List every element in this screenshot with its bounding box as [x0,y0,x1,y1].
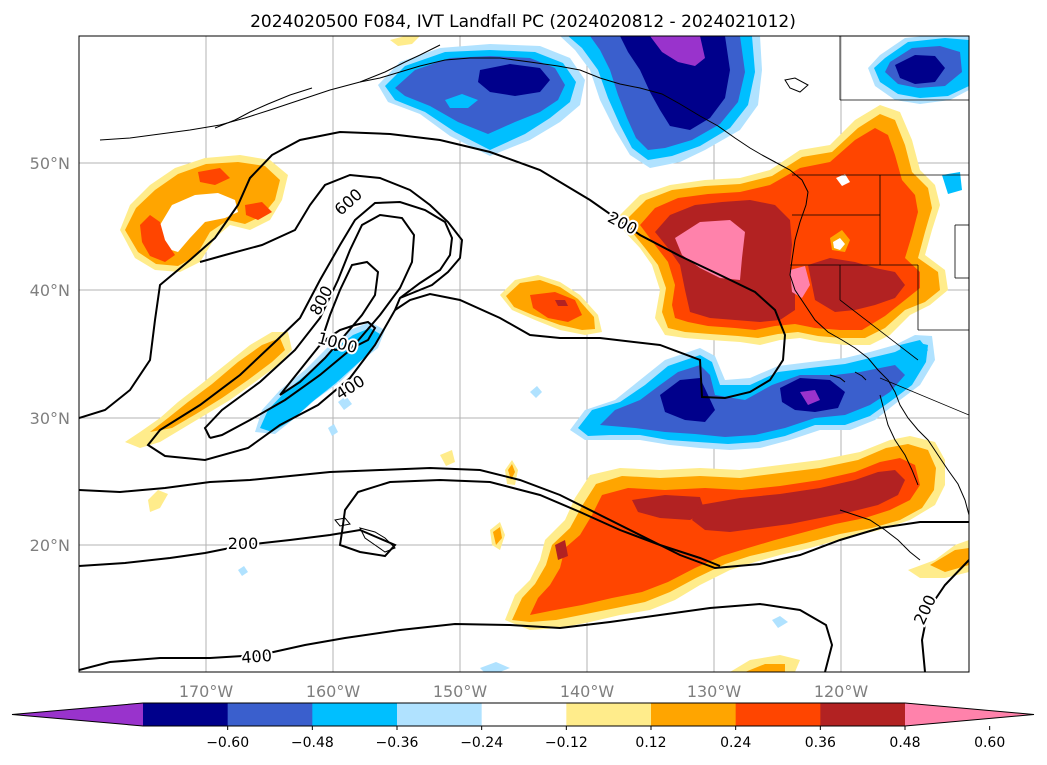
colorbar-segment [397,703,483,726]
positive-pc-regions [120,36,969,672]
longitude-labels: 170°W 160°W 150°W 140°W 130°W 120°W [179,682,869,701]
colorbar-extend-high [905,703,1034,726]
colorbar-segment [735,703,821,726]
ivt-contours [79,130,969,672]
lon-tick-label: 150°W [433,682,488,701]
map-frame [78,35,970,673]
colorbar-tick-label: −0.48 [291,735,334,751]
colorbar: −0.60 −0.48 −0.36 −0.24 −0.12 0.12 0.24 0.36 0.4… [11,702,1035,751]
colorbar-segment [820,703,906,726]
contour-label-200-south: 200 [228,534,259,553]
negative-pc-regions [238,36,969,672]
lat-tick-label: 30°N [30,409,70,428]
lon-tick-label: 170°W [179,682,234,701]
colorbar-segment [312,703,398,726]
contour-400-south [79,602,834,672]
boundaries [790,36,969,416]
colorbar-tick-label: 0.60 [974,735,1005,751]
colorbar-tick-label: 0.36 [805,735,836,751]
colorbar-tick-label: 0.24 [720,735,751,751]
colorbar-tick-label: −0.60 [206,735,249,751]
contour-1000 [323,320,377,352]
map-content: 600 200 800 1000 400 200 400 200 [79,36,969,672]
contour-600 [203,213,416,439]
colorbar-segment [651,703,737,726]
contour-200-east [920,559,969,672]
contour-800 [279,260,380,396]
colorbar-tick-label: −0.36 [376,735,419,751]
lon-tick-label: 130°W [687,682,742,701]
colorbar-segment [227,703,313,726]
colorbar-tick-label: −0.24 [460,735,503,751]
lon-tick-label: 120°W [814,682,869,701]
contour-200-inner [199,173,464,299]
contour-400 [146,200,454,462]
colorbar-segment [143,703,229,726]
colorbar-tick-label: 0.12 [635,735,666,751]
colorbar-outline [11,702,1035,727]
lat-tick-label: 20°N [30,536,70,555]
contour-200-north [79,130,787,419]
contour-200-south [79,478,721,567]
colorbar-extend-low [12,703,143,726]
latitude-labels: 50°N 40°N 30°N 20°N [30,154,70,555]
colorbar-segment [566,703,652,726]
contour-label-400-south: 400 [241,646,273,667]
lat-tick-label: 50°N [30,154,70,173]
contour-200-middle [79,466,969,570]
lon-tick-label: 160°W [306,682,361,701]
plot-title: 2024020500 F084, IVT Landfall PC (202402… [250,12,796,32]
colorbar-tick-label: −0.12 [545,735,588,751]
lat-tick-label: 40°N [30,281,70,300]
lon-tick-label: 140°W [560,682,615,701]
colorbar-tick-label: 0.48 [889,735,920,751]
colorbar-segment [481,703,567,726]
